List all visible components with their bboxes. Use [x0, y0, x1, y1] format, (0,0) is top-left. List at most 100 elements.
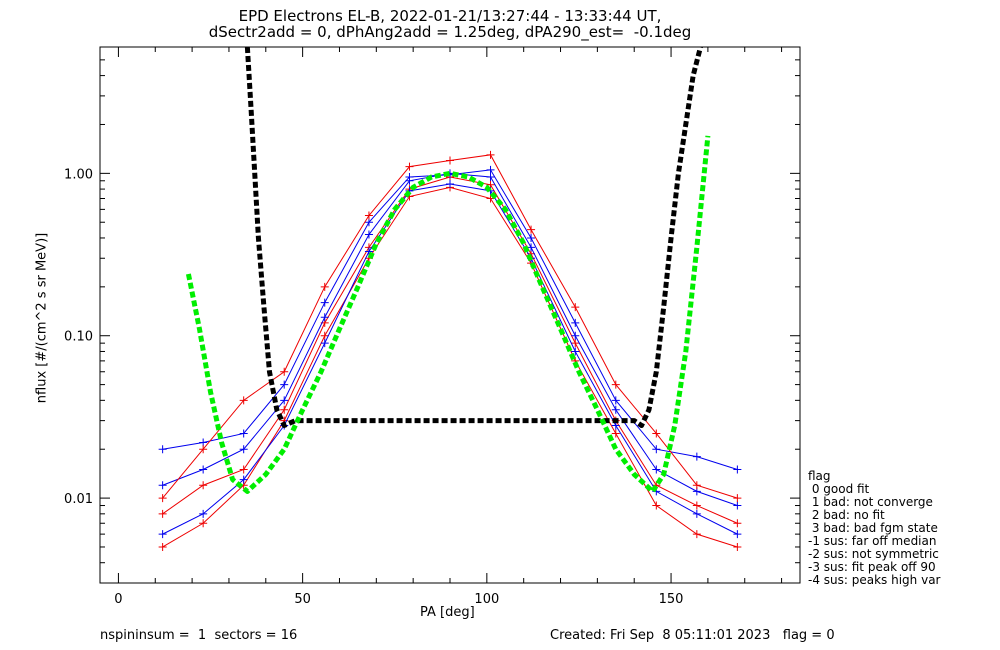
data-point: [652, 445, 661, 454]
data-point: [527, 243, 536, 252]
data-point: [486, 165, 495, 174]
data-point: [280, 405, 289, 414]
chart-title-line-1: EPD Electrons EL-B, 2022-01-21/13:27:44 …: [238, 7, 662, 25]
data-point: [733, 501, 742, 510]
tick-layer: 0 50 100 150 0.01 0.10 1.00: [64, 46, 800, 607]
data-point: [199, 481, 208, 490]
data-point: [652, 501, 661, 510]
data-point: [446, 179, 454, 188]
legend-item: 3 bad: bad fgm state: [808, 521, 938, 535]
data-point: [320, 298, 329, 307]
data-point: [692, 481, 701, 490]
data-point: [199, 519, 208, 528]
series-line: [162, 172, 738, 507]
x-axis-label: PA [deg]: [420, 605, 475, 620]
data-point: [652, 429, 661, 438]
data-point: [320, 282, 329, 291]
data-point: [571, 339, 580, 348]
data-point: [364, 247, 373, 256]
data-point: [239, 445, 248, 454]
data-point: [446, 156, 454, 165]
data-point: [158, 542, 167, 551]
data-point: [364, 218, 373, 227]
fit-layer: [185, 47, 711, 494]
data-point: [733, 519, 742, 528]
data-point: [158, 445, 167, 454]
data-point: [733, 530, 742, 539]
data-point: [611, 396, 620, 405]
data-point: [405, 162, 414, 171]
series-line: [162, 169, 738, 470]
data-point: [733, 465, 742, 474]
data-point: [280, 367, 289, 376]
legend-item: -3 sus: fit peak off 90: [808, 560, 936, 574]
x-tick-label: 100: [474, 592, 499, 607]
y-tick-label: 1.00: [64, 167, 93, 182]
data-point: [692, 509, 701, 518]
data-point: [280, 380, 289, 389]
x-tick-label: 0: [114, 592, 122, 607]
data-point: [199, 445, 208, 454]
data-point: [611, 405, 620, 414]
data-point: [571, 303, 580, 312]
legend-item: 2 bad: no fit: [808, 508, 885, 522]
legend-item: -1 sus: far off median: [808, 534, 937, 548]
footer-sectors-info: nspininsum = 1 sectors = 16: [100, 628, 298, 643]
data-point: [280, 396, 289, 405]
data-point: [239, 429, 248, 438]
y-tick-label: 0.10: [64, 330, 93, 345]
data-point: [611, 380, 620, 389]
data-point: [158, 481, 167, 490]
data-point: [527, 225, 536, 234]
legend-item: -4 sus: peaks high var: [808, 573, 941, 587]
data-point: [158, 509, 167, 518]
data-point: [611, 429, 620, 438]
series-line: [162, 183, 738, 535]
data-point: [199, 509, 208, 518]
series-line: [162, 176, 738, 524]
data-point: [239, 396, 248, 405]
data-point: [733, 494, 742, 503]
data-point: [199, 465, 208, 474]
data-point: [320, 339, 329, 348]
data-point: [692, 530, 701, 539]
data-point: [158, 494, 167, 503]
fit-curve-green: [185, 135, 711, 494]
data-point: [733, 542, 742, 551]
fit-curve-black: [244, 47, 703, 428]
axes-layer: [99, 46, 801, 584]
data-point: [571, 347, 580, 356]
legend-item: 1 bad: not converge: [808, 495, 933, 509]
data-point: [158, 530, 167, 539]
data-point: [571, 331, 580, 340]
data-point: [692, 501, 701, 510]
data-point: [527, 233, 536, 242]
data-point: [364, 230, 373, 239]
data-point: [486, 150, 495, 159]
data-point: [199, 438, 208, 447]
y-axis-label: nflux [#/(cm^2 s sr MeV)]: [34, 232, 50, 404]
data-point: [320, 331, 329, 340]
flag-legend: flag 0 good fit 1 bad: not converge 2 ba…: [808, 470, 940, 587]
y-tick-label: 0.01: [64, 492, 93, 507]
footer-created-info: Created: Fri Sep 8 05:11:01 2023 flag = …: [550, 628, 835, 643]
data-point: [405, 172, 414, 181]
x-tick-label: 150: [659, 592, 684, 607]
legend-item: 0 good fit: [808, 482, 870, 496]
data-point: [320, 313, 329, 322]
legend-item: -2 sus: not symmetric: [808, 547, 939, 561]
data-point: [692, 452, 701, 461]
data-point: [364, 211, 373, 220]
data-point: [486, 172, 495, 181]
data-point: [652, 465, 661, 474]
x-tick-label: 50: [294, 592, 311, 607]
plot-frame: [99, 46, 801, 584]
series-line: [162, 154, 738, 499]
legend-title: flag: [808, 469, 831, 483]
data-point: [571, 318, 580, 327]
data-point: [239, 475, 248, 484]
data-point: [239, 465, 248, 474]
chart-title-line-2: dSectr2add = 0, dPhAng2add = 1.25deg, dP…: [208, 23, 692, 41]
